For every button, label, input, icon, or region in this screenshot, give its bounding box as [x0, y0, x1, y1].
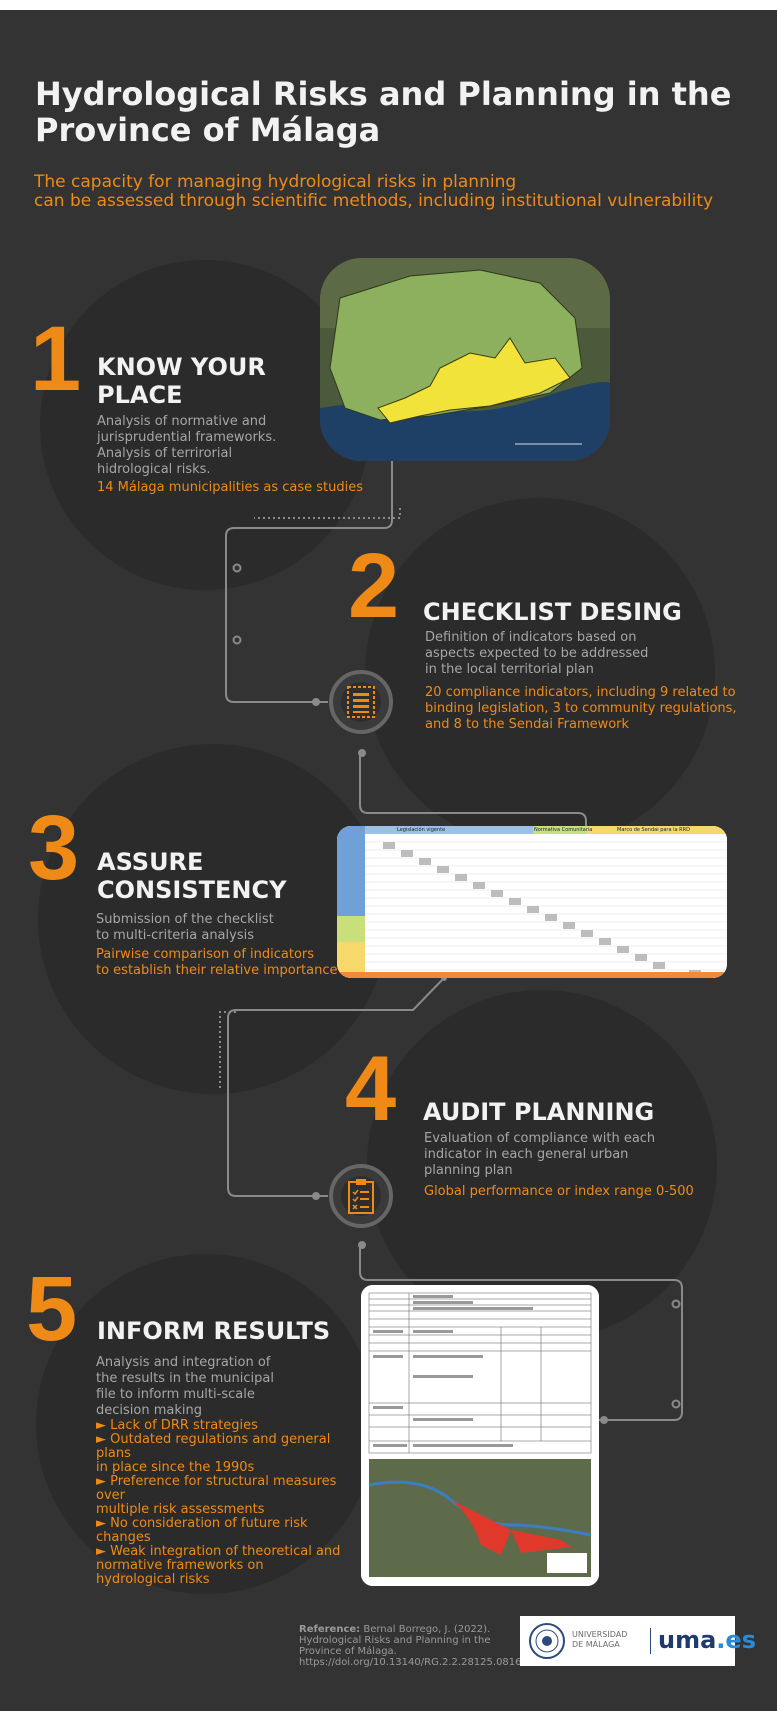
- university-name-line: DE MÁLAGA: [572, 1640, 620, 1649]
- step-2-highlight: 20 compliance indicators, including 9 re…: [425, 685, 775, 733]
- finding-item: hydrological risks: [96, 1572, 210, 1587]
- subtitle-line-1: The capacity for managing hydrological r…: [34, 172, 517, 192]
- step-1-highlight: 14 Málaga municipalities as case studies: [97, 480, 363, 495]
- university-name: UNIVERSIDAD DE MÁLAGA: [572, 1630, 627, 1650]
- step-4-desc-line: indicator in each general urban: [424, 1147, 629, 1162]
- step-4-description: Evaluation of compliance with each indic…: [424, 1131, 724, 1179]
- uma-brand-text: uma: [658, 1626, 717, 1654]
- matrix-header-community: Normativa Comunitaria: [534, 827, 593, 833]
- finding-item: normative frameworks on: [96, 1558, 264, 1573]
- uma-brand-suffix: .es: [716, 1626, 756, 1654]
- bg-circle-4: [367, 990, 717, 1340]
- step-3-number: 3: [28, 797, 80, 899]
- reference-author: Bernal Borrego, J. (2022).: [363, 1624, 491, 1635]
- reference-label: Reference:: [299, 1624, 361, 1635]
- step-2-desc-line: aspects expected to be addressed: [425, 646, 649, 661]
- step-4-number: 4: [345, 1038, 397, 1140]
- university-seal-icon: [529, 1623, 565, 1659]
- finding-item: ► No consideration of future risk change…: [96, 1516, 308, 1545]
- finding-item: ► Outdated regulations and general plans: [96, 1432, 331, 1461]
- step-2-highlight-line: and 8 to the Sendai Framework: [425, 717, 630, 732]
- reference-first-line: Reference: Bernal Borrego, J. (2022).: [299, 1624, 509, 1635]
- step-3-heading-line-2: CONSISTENCY: [97, 876, 287, 904]
- matrix-header-sendai: Marco de Sendai para la RRD: [617, 827, 690, 833]
- step-1-heading-line-1: KNOW YOUR: [97, 353, 266, 381]
- step-1-desc-line: hidrological risks.: [97, 462, 211, 477]
- finding-item: in place since the 1990s: [96, 1460, 255, 1475]
- step-2-desc-line: Definition of indicators based on: [425, 630, 637, 645]
- step-3-desc-line: Submission of the checklist: [96, 912, 274, 927]
- reference-title-line: Province of Málaga.: [299, 1646, 397, 1657]
- step-4-highlight: Global performance or index range 0-500: [424, 1184, 694, 1199]
- reference-title-line: Hydrological Risks and Planning in the: [299, 1635, 491, 1646]
- step-4-desc-line: planning plan: [424, 1163, 513, 1178]
- step-5-desc-line: the results in the municipal: [96, 1371, 274, 1386]
- step-5-desc-line: file to inform multi-scale: [96, 1387, 255, 1402]
- step-5-heading: INFORM RESULTS: [97, 1317, 331, 1345]
- finding-item: ► Preference for structural measures ove…: [96, 1474, 337, 1503]
- matrix-header-legislation: Legislación vigente: [397, 827, 446, 833]
- step-2-highlight-line: binding legislation, 3 to community regu…: [425, 701, 737, 716]
- logo-divider: [650, 1628, 651, 1654]
- municipal-results-file: [361, 1285, 599, 1586]
- bg-circle-3: [38, 744, 388, 1094]
- infographic-poster: Hydrological Risks and Planning in the P…: [0, 10, 777, 1711]
- step-5-findings-list: ► Lack of DRR strategies ► Outdated regu…: [96, 1419, 366, 1587]
- step-3-heading: ASSURE CONSISTENCY: [97, 848, 337, 904]
- uma-brand: uma.es: [658, 1625, 756, 1655]
- step-1-heading-line-2: PLACE: [97, 381, 183, 409]
- finding-item: ► Lack of DRR strategies: [96, 1418, 258, 1433]
- subtitle-line-2: can be assessed through scientific metho…: [34, 191, 714, 211]
- step-3-highlight-line: to establish their relative importance: [96, 963, 338, 978]
- university-name-line: UNIVERSIDAD: [572, 1630, 628, 1639]
- pairwise-comparison-matrix: Legislación vigente Normativa Comunitari…: [337, 826, 727, 978]
- reference-doi-link[interactable]: https://doi.org/10.13140/RG.2.2.28125.08…: [299, 1657, 528, 1668]
- checklist-icon-ring: [329, 670, 393, 734]
- step-2-number: 2: [348, 535, 400, 637]
- step-3-highlight: Pairwise comparison of indicators to est…: [96, 947, 396, 979]
- bg-circle-1: [40, 260, 370, 590]
- step-5-number: 5: [26, 1258, 78, 1360]
- university-logo: UNIVERSIDAD DE MÁLAGA uma.es: [520, 1616, 756, 1666]
- step-2-description: Definition of indicators based on aspect…: [425, 630, 725, 678]
- step-5-desc-line: decision making: [96, 1403, 202, 1418]
- step-4-desc-line: Evaluation of compliance with each: [424, 1131, 656, 1146]
- checklist-document-icon: [347, 686, 375, 718]
- page-title: Hydrological Risks and Planning in the P…: [35, 75, 732, 149]
- finding-item: multiple risk assessments: [96, 1502, 265, 1517]
- step-1-desc-line: Analysis of terrirorial: [97, 446, 233, 461]
- step-1-desc-line: Analysis of normative and: [97, 414, 267, 429]
- step-2-heading: CHECKLIST DESING: [423, 598, 682, 626]
- step-2-highlight-line: 20 compliance indicators, including 9 re…: [425, 685, 736, 700]
- step-5-desc-line: Analysis and integration of: [96, 1355, 271, 1370]
- step-3-desc-line: to multi-criteria analysis: [96, 928, 254, 943]
- malaga-satellite-map: [320, 258, 610, 461]
- step-5-description: Analysis and integration of the results …: [96, 1355, 336, 1419]
- bg-circle-5: [36, 1254, 376, 1594]
- finding-item: ► Weak integration of theoretical and: [96, 1544, 341, 1559]
- step-1-heading: KNOW YOUR PLACE: [97, 353, 327, 409]
- municipal-file-image: [361, 1285, 599, 1586]
- page-subtitle: The capacity for managing hydrological r…: [34, 173, 774, 211]
- step-2-desc-line: in the local territorial plan: [425, 662, 594, 677]
- step-3-heading-line-1: ASSURE: [97, 848, 204, 876]
- step-4-heading: AUDIT PLANNING: [423, 1098, 655, 1126]
- connector-lines: [219, 461, 683, 1424]
- step-1-desc-line: jurisprudential frameworks.: [97, 430, 277, 445]
- step-3-description: Submission of the checklist to multi-cri…: [96, 912, 336, 944]
- step-1-description: Analysis of normative and jurisprudentia…: [97, 414, 337, 478]
- pairwise-matrix-image: [337, 826, 727, 978]
- reference-citation: Reference: Bernal Borrego, J. (2022). Hy…: [299, 1624, 528, 1668]
- bg-circle-2: [365, 498, 715, 848]
- step-1-number: 1: [30, 308, 82, 410]
- clipboard-checklist-icon: [348, 1179, 374, 1214]
- clipboard-icon-ring: [329, 1164, 393, 1228]
- step-3-highlight-line: Pairwise comparison of indicators: [96, 947, 315, 962]
- malaga-map-image: [320, 258, 610, 461]
